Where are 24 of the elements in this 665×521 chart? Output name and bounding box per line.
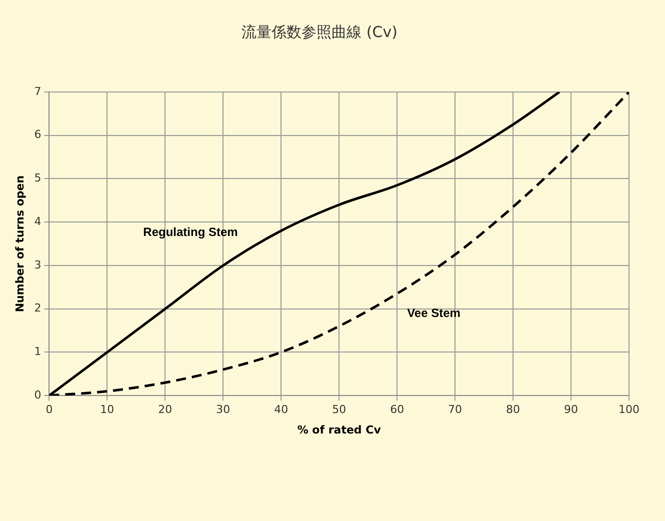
series-label: Vee Stem — [407, 306, 460, 320]
x-tick-label: 0 — [46, 403, 53, 416]
y-tick-label: 4 — [34, 214, 42, 228]
x-tick-label: 10 — [100, 403, 114, 416]
x-tick-label: 80 — [506, 403, 520, 416]
y-tick-label: 0 — [34, 388, 42, 402]
y-axis-title: Number of turns open — [13, 175, 26, 312]
x-tick-label: 70 — [448, 403, 462, 416]
y-tick-label: 5 — [34, 172, 42, 185]
series-label: Regulating Stem — [143, 225, 238, 240]
x-tick-label: 100 — [618, 403, 640, 416]
y-tick-label: 3 — [34, 258, 42, 272]
chart-title: 流量係数参照曲線 (Cv) — [242, 22, 398, 41]
x-axis-title: % of rated Cv — [297, 423, 382, 436]
x-tick-label: 90 — [564, 403, 578, 416]
x-tick-label: 30 — [216, 403, 230, 416]
y-tick-label: 1 — [34, 345, 42, 358]
x-tick-label: 20 — [158, 403, 172, 416]
x-tick-label: 50 — [332, 403, 346, 416]
y-tick-label: 2 — [34, 302, 42, 315]
y-tick-label: 6 — [34, 128, 42, 142]
y-tick-label: 7 — [34, 84, 42, 98]
x-tick-label: 60 — [390, 403, 404, 416]
x-tick-label: 40 — [274, 403, 288, 416]
